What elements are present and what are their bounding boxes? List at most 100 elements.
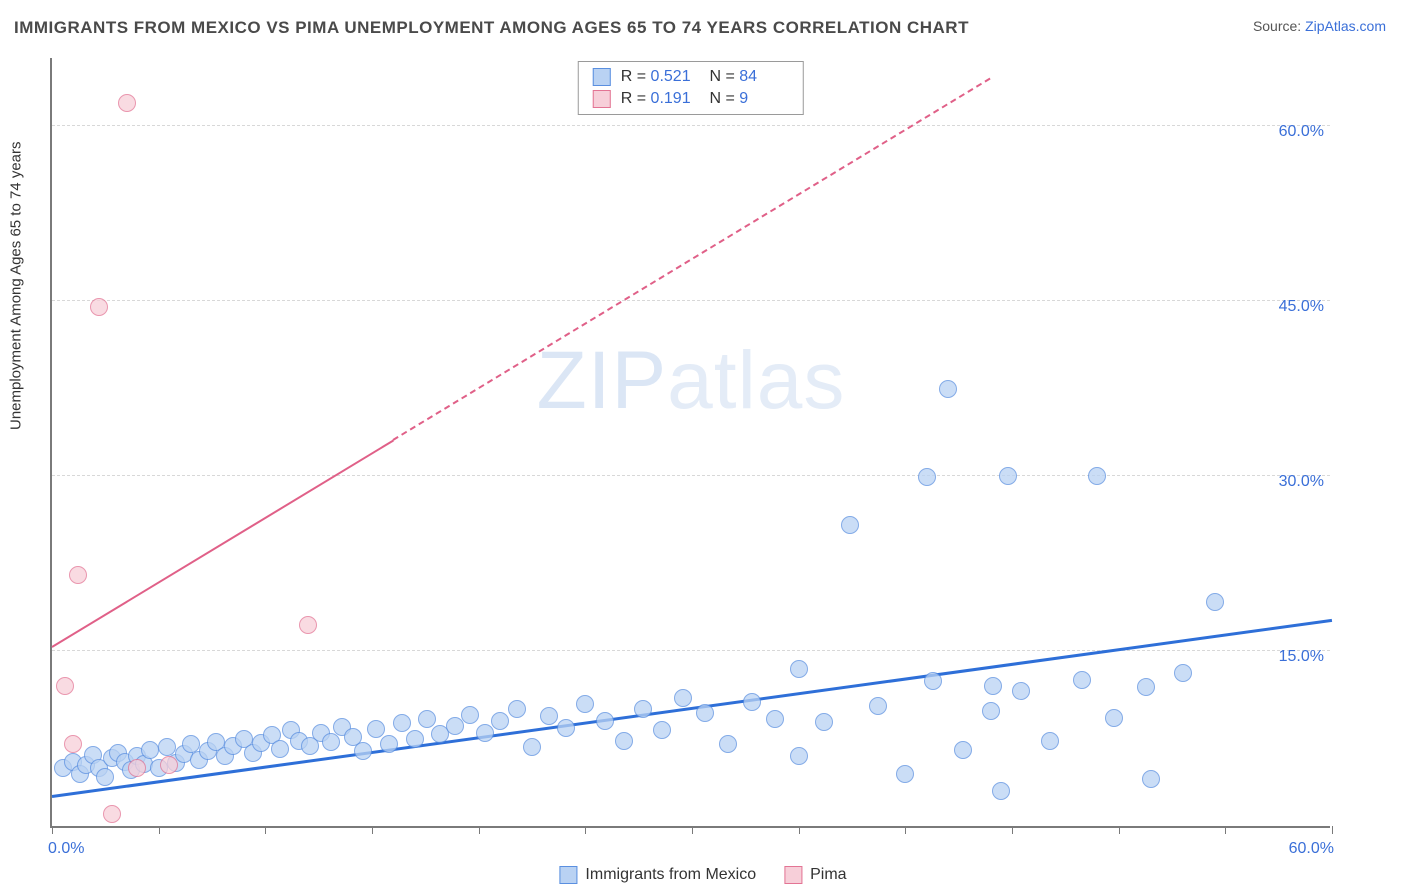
plot-area: ZIPatlas R = 0.521 N = 84 R = 0.191 N = 9… xyxy=(50,58,1330,828)
x-tick xyxy=(372,826,373,834)
data-point xyxy=(96,768,114,786)
gridline xyxy=(52,125,1330,126)
data-point xyxy=(418,710,436,728)
x-tick xyxy=(1012,826,1013,834)
source-attribution: Source: ZipAtlas.com xyxy=(1253,18,1386,34)
data-point xyxy=(1206,593,1224,611)
data-point xyxy=(1012,682,1030,700)
data-point xyxy=(322,733,340,751)
x-tick xyxy=(479,826,480,834)
stats-text: R = 0.521 N = 84 xyxy=(621,68,789,86)
series-swatch xyxy=(784,866,802,884)
data-point xyxy=(766,710,784,728)
data-point xyxy=(69,566,87,584)
data-point xyxy=(299,616,317,634)
stats-legend-box: R = 0.521 N = 84 R = 0.191 N = 9 xyxy=(578,61,804,115)
data-point xyxy=(896,765,914,783)
trend-line xyxy=(52,619,1332,798)
x-tick xyxy=(1225,826,1226,834)
data-point xyxy=(576,695,594,713)
data-point xyxy=(992,782,1010,800)
data-point xyxy=(743,693,761,711)
data-point xyxy=(982,702,1000,720)
data-point xyxy=(160,756,178,774)
data-point xyxy=(984,677,1002,695)
data-point xyxy=(64,735,82,753)
stats-row: R = 0.191 N = 9 xyxy=(593,90,789,108)
series-swatch xyxy=(593,68,611,86)
data-point xyxy=(90,298,108,316)
legend-label: Pima xyxy=(810,866,846,884)
data-point xyxy=(954,741,972,759)
data-point xyxy=(1174,664,1192,682)
stats-row: R = 0.521 N = 84 xyxy=(593,68,789,86)
data-point xyxy=(999,467,1017,485)
data-point xyxy=(557,719,575,737)
x-tick xyxy=(799,826,800,834)
gridline xyxy=(52,650,1330,651)
data-point xyxy=(841,516,859,534)
gridline xyxy=(52,475,1330,476)
x-tick xyxy=(1332,826,1333,834)
data-point xyxy=(615,732,633,750)
data-point xyxy=(634,700,652,718)
trend-line xyxy=(393,77,991,440)
trend-line xyxy=(51,439,393,647)
gridline xyxy=(52,300,1330,301)
data-point xyxy=(1137,678,1155,696)
x-tick-label-min: 0.0% xyxy=(48,840,84,858)
x-tick xyxy=(905,826,906,834)
x-tick xyxy=(1119,826,1120,834)
data-point xyxy=(1088,467,1106,485)
data-point xyxy=(918,468,936,486)
data-point xyxy=(790,660,808,678)
data-point xyxy=(596,712,614,730)
watermark-thin: atlas xyxy=(667,335,845,426)
source-label: Source: xyxy=(1253,18,1301,34)
data-point xyxy=(653,721,671,739)
y-tick-label: 30.0% xyxy=(1279,473,1324,491)
data-point xyxy=(406,730,424,748)
data-point xyxy=(1105,709,1123,727)
data-point xyxy=(158,738,176,756)
data-point xyxy=(380,735,398,753)
data-point xyxy=(491,712,509,730)
data-point xyxy=(354,742,372,760)
data-point xyxy=(674,689,692,707)
y-tick-label: 60.0% xyxy=(1279,123,1324,141)
x-tick xyxy=(265,826,266,834)
data-point xyxy=(393,714,411,732)
data-point xyxy=(924,672,942,690)
series-swatch xyxy=(559,866,577,884)
legend-item: Immigrants from Mexico xyxy=(559,866,756,884)
data-point xyxy=(540,707,558,725)
watermark-bold: ZIP xyxy=(537,335,668,426)
x-tick xyxy=(52,826,53,834)
data-point xyxy=(271,740,289,758)
data-point xyxy=(128,759,146,777)
x-tick xyxy=(585,826,586,834)
data-point xyxy=(1073,671,1091,689)
data-point xyxy=(508,700,526,718)
legend-item: Pima xyxy=(784,866,846,884)
chart-container: IMMIGRANTS FROM MEXICO VS PIMA UNEMPLOYM… xyxy=(0,0,1406,892)
y-axis-label: Unemployment Among Ages 65 to 74 years xyxy=(8,141,25,430)
data-point xyxy=(476,724,494,742)
x-tick xyxy=(159,826,160,834)
data-point xyxy=(869,697,887,715)
data-point xyxy=(141,741,159,759)
data-point xyxy=(696,704,714,722)
x-tick-label-max: 60.0% xyxy=(1289,840,1334,858)
x-tick xyxy=(692,826,693,834)
legend-label: Immigrants from Mexico xyxy=(585,866,756,884)
data-point xyxy=(367,720,385,738)
data-point xyxy=(56,677,74,695)
data-point xyxy=(790,747,808,765)
data-point xyxy=(1041,732,1059,750)
watermark: ZIPatlas xyxy=(537,334,846,428)
data-point xyxy=(523,738,541,756)
source-link[interactable]: ZipAtlas.com xyxy=(1305,18,1386,34)
data-point xyxy=(815,713,833,731)
data-point xyxy=(939,380,957,398)
bottom-legend: Immigrants from Mexico Pima xyxy=(559,866,846,884)
